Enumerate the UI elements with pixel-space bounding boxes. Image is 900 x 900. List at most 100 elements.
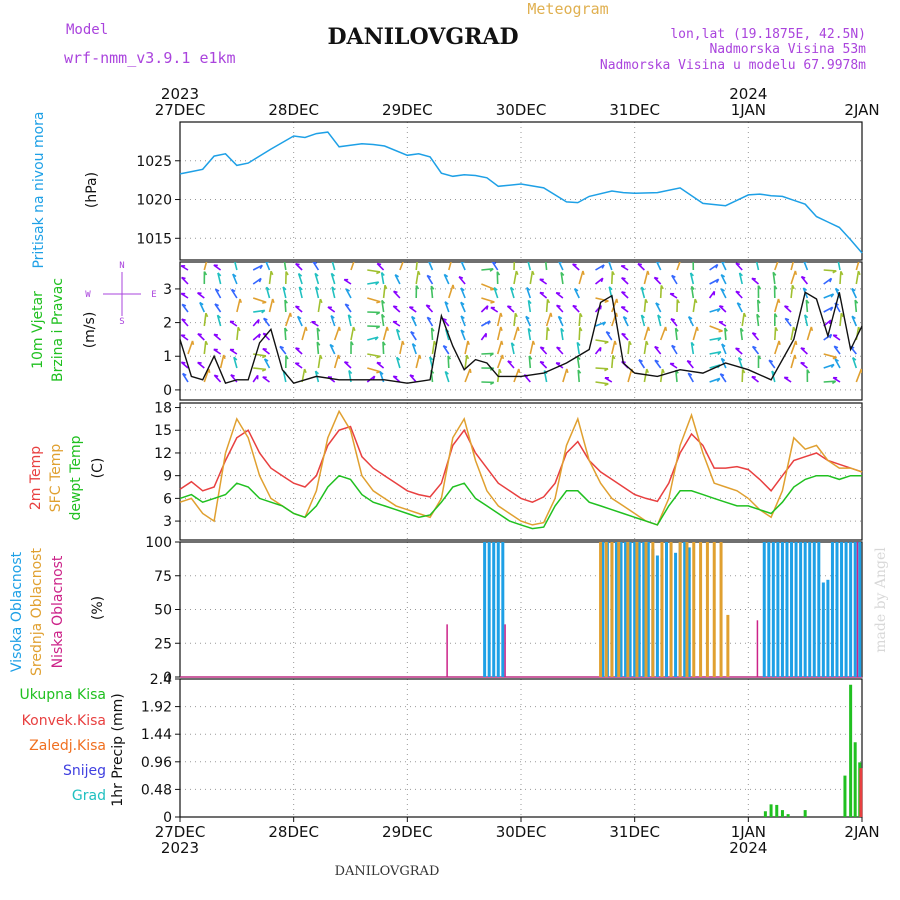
cloud-bar: [726, 614, 730, 677]
cloud-bar: [651, 542, 655, 677]
wind-arrow-head: [599, 347, 602, 352]
wind-arrow-head: [829, 334, 833, 339]
wind-arrow: [381, 314, 385, 327]
wind-arrow: [774, 298, 780, 313]
wind-arrow-head: [409, 374, 415, 378]
wind-arrow-head: [645, 340, 649, 346]
wind-arrow-field: [180, 262, 862, 387]
wind-arrow-head: [738, 356, 743, 361]
wind-arrow-head: [660, 285, 664, 290]
wind-arrow-head: [205, 312, 209, 318]
wind-arrow-head: [315, 286, 320, 291]
y-tick-label: 18: [154, 401, 172, 417]
wind-arrow-head: [688, 316, 693, 320]
y-tick-label: 1020: [136, 193, 172, 209]
wind-arrow: [394, 274, 401, 285]
wind-arrow-head: [381, 313, 386, 318]
wind-arrow: [529, 270, 534, 285]
wind-arrow-head: [604, 300, 609, 304]
wind-arrow-head: [396, 356, 401, 361]
wind-arrow-head: [752, 332, 757, 335]
cloud-bar: [492, 542, 496, 677]
year-label-top: 2023: [161, 85, 199, 103]
wind-arrow-head: [657, 314, 662, 319]
wind-arrow-head: [231, 288, 236, 293]
wind-arrow: [431, 341, 436, 355]
wind-arrow: [643, 326, 650, 341]
cloud-bar: [762, 542, 766, 677]
wind-arrow: [448, 284, 454, 299]
wind-arrow-head: [442, 317, 447, 321]
wind-arrow-head: [743, 312, 747, 318]
wind-arrow-head: [549, 312, 553, 317]
wind-arrow-head: [829, 306, 834, 312]
wind-arrow: [491, 262, 499, 271]
wind-arrow-head: [297, 315, 302, 320]
x-tick-label-bottom: 28DEC: [268, 823, 319, 841]
wind-arrow: [657, 314, 662, 327]
wind-arrow-head: [352, 326, 356, 332]
wind-arrow-head: [752, 345, 757, 349]
wind-arrow-head: [810, 326, 814, 331]
wind-arrow-head: [647, 326, 651, 331]
wind-arrow: [317, 298, 322, 313]
wind-arrow: [464, 340, 469, 355]
wind-arrow-head: [426, 316, 432, 320]
wind-arrow: [855, 262, 860, 271]
wind-arrow: [823, 306, 834, 313]
cloud-bar: [610, 542, 614, 677]
wind-arrow: [367, 297, 381, 303]
wind-arrow-head: [794, 270, 798, 275]
wind-arrow: [611, 340, 616, 355]
wind-arrow: [430, 285, 434, 299]
wind-arrow-head: [615, 298, 619, 304]
wind-arrow: [654, 359, 662, 369]
cloud-bar: [644, 542, 648, 677]
wind-arrow-head: [515, 270, 519, 276]
wind-arrow: [545, 327, 549, 341]
wind-arrow-head: [774, 326, 779, 332]
wind-arrow: [347, 314, 352, 327]
wind-arrow-head: [718, 330, 723, 333]
wind-arrow-head: [469, 368, 472, 374]
cloud-bar: [840, 542, 844, 677]
wind-arrow: [643, 299, 647, 313]
wind-arrow-head: [756, 313, 761, 318]
wind-arrow-head: [717, 337, 722, 342]
wind-arrow: [804, 314, 809, 327]
wind-arrow: [595, 321, 606, 327]
wind-arrow-head: [831, 380, 837, 385]
wind-arrow: [558, 262, 564, 271]
wind-arrow-head: [412, 343, 417, 347]
y-tick-label: 0.48: [141, 782, 172, 798]
compass-south: S: [119, 317, 124, 327]
wind-arrow-head: [628, 340, 632, 346]
wind-arrow-head: [696, 326, 699, 331]
wind-arrow-head: [452, 284, 455, 289]
y-tick-label: 75: [154, 569, 172, 585]
wind-arrow: [265, 286, 271, 299]
wind-arrow-head: [410, 330, 415, 335]
wind-arrow: [315, 286, 320, 299]
wind-arrow-head: [835, 287, 840, 292]
x-tick-label-bottom: 31DEC: [609, 823, 660, 841]
wind-arrow-head: [830, 363, 835, 369]
wind-arrow-head: [715, 264, 719, 269]
temp-ylabel-2m: 2m Temp: [28, 446, 44, 510]
wind-arrow: [545, 312, 552, 327]
wind-arrow-head: [802, 287, 808, 292]
y-tick-label: 12: [154, 446, 172, 462]
wind-arrow-head: [337, 354, 341, 359]
wind-arrow-head: [208, 368, 211, 374]
wind-arrow-head: [539, 360, 545, 364]
wind-arrow: [510, 342, 515, 355]
y-tick-label: 9: [163, 469, 172, 485]
wind-arrow-head: [608, 286, 613, 291]
wind-arrow: [316, 327, 320, 341]
y-tick-label: 2: [163, 316, 172, 332]
wind-arrow: [608, 262, 613, 271]
wind-arrow-head: [735, 262, 741, 266]
wind-arrow: [203, 313, 207, 327]
wind-arrow: [296, 316, 303, 327]
